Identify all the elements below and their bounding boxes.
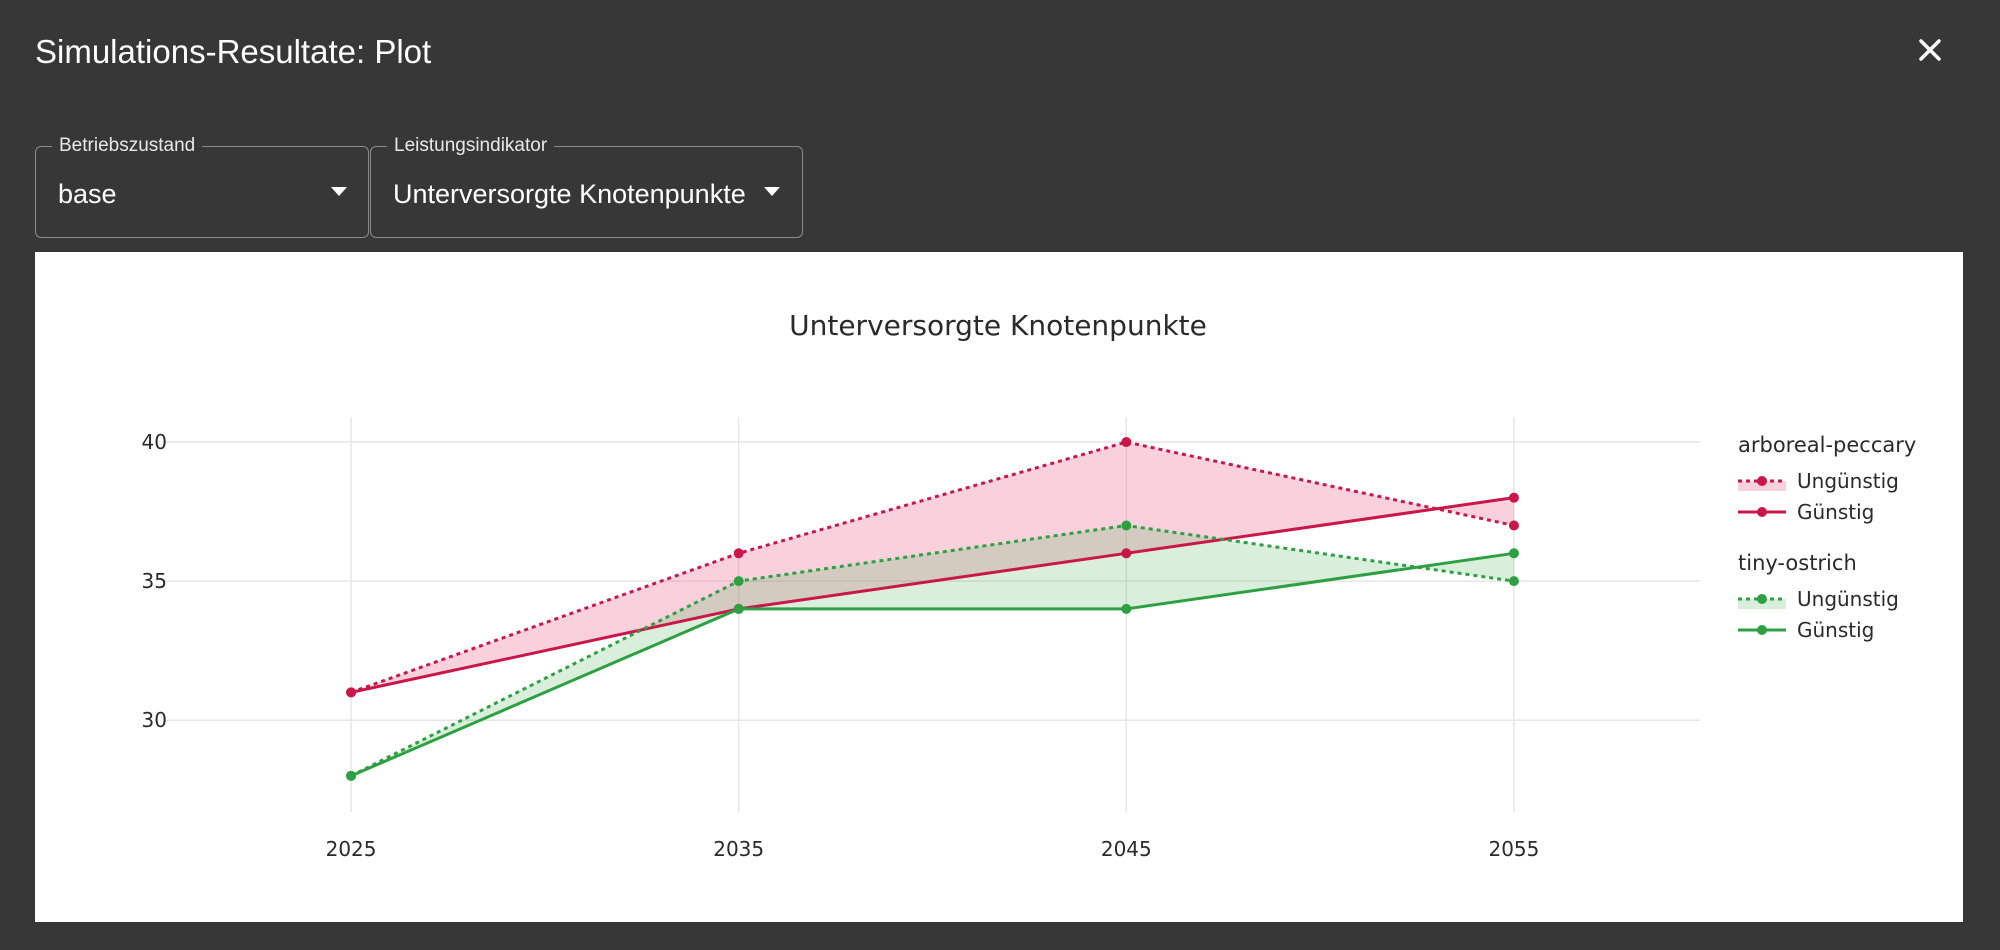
indicator-label: Leistungsindikator — [387, 134, 555, 158]
fill-area-arboreal-peccary — [351, 442, 1514, 693]
chart-title: Unterversorgte Knotenpunkte — [789, 309, 1207, 342]
data-point[interactable] — [1121, 437, 1132, 448]
chart-markers — [346, 437, 1519, 781]
legend-label: Ungünstig — [1797, 587, 1899, 611]
legend-group-title: arboreal-peccary — [1738, 433, 1916, 457]
legend-marker — [1757, 476, 1767, 486]
data-point[interactable] — [1508, 520, 1519, 531]
y-tick-label: 40 — [142, 430, 167, 454]
dropdown-arrow-icon — [764, 187, 780, 196]
legend-item[interactable]: Ungünstig — [1738, 587, 1899, 611]
data-point[interactable] — [1508, 548, 1519, 559]
x-tick-label: 2035 — [713, 837, 764, 861]
chart-fill-areas — [351, 442, 1514, 776]
series-line-tiny-ostrich-guenstig — [350, 551, 1515, 778]
plot-panel: Unterversorgte Knotenpunkte 2025 2035 2045… — [35, 252, 1963, 922]
operating-state-label: Betriebszustand — [52, 134, 203, 158]
series-line-arboreal-peccary-guenstig — [350, 496, 1515, 694]
legend-marker — [1757, 625, 1767, 635]
data-point[interactable] — [733, 603, 744, 614]
legend-group-title: tiny-ostrich — [1738, 551, 1857, 575]
data-point[interactable] — [1121, 548, 1132, 559]
data-point[interactable] — [346, 770, 357, 781]
legend-item[interactable]: Günstig — [1738, 500, 1874, 524]
close-button[interactable] — [1910, 30, 1950, 70]
close-icon — [1919, 39, 1941, 61]
operating-state-select[interactable]: Betriebszustand base — [35, 134, 369, 238]
data-point[interactable] — [1121, 603, 1132, 614]
data-point[interactable] — [1508, 576, 1519, 587]
legend-item[interactable]: Günstig — [1738, 618, 1874, 642]
data-point[interactable] — [1121, 520, 1132, 531]
data-point[interactable] — [346, 687, 357, 698]
dialog-title: Simulations-Resultate: Plot — [35, 33, 432, 70]
y-tick-label: 35 — [142, 569, 167, 593]
data-point[interactable] — [733, 576, 744, 587]
x-tick-label: 2025 — [326, 837, 377, 861]
legend-marker — [1757, 507, 1767, 517]
chart-grid — [165, 417, 1700, 812]
chart-legend: arboreal-peccary Ungünstig Günstig tiny-ost… — [1738, 433, 1916, 642]
indicator-value: Unterversorgte Knotenpunkte — [393, 179, 746, 209]
legend-label: Günstig — [1797, 618, 1874, 642]
legend-label: Günstig — [1797, 500, 1874, 524]
data-point[interactable] — [733, 548, 744, 559]
legend-label: Ungünstig — [1797, 469, 1899, 493]
legend-item[interactable]: Ungünstig — [1738, 469, 1899, 493]
indicator-select[interactable]: Leistungsindikator Unterversorgte Knoten… — [370, 134, 803, 238]
legend-marker — [1757, 594, 1767, 604]
x-tick-label: 2045 — [1101, 837, 1152, 861]
x-tick-label: 2055 — [1488, 837, 1539, 861]
data-point[interactable] — [1508, 492, 1519, 503]
fill-area-tiny-ostrich — [351, 525, 1514, 776]
operating-state-value: base — [58, 179, 117, 209]
y-tick-label: 30 — [142, 708, 167, 732]
chart-series-lines — [350, 440, 1515, 778]
series-line-tiny-ostrich-unguenstig — [350, 523, 1515, 778]
line-chart[interactable]: Unterversorgte Knotenpunkte 2025 2035 2045… — [35, 252, 1963, 922]
dropdown-arrow-icon — [331, 187, 347, 196]
chart-axes: 2025 2035 2045 2055 30 35 40 — [142, 430, 1540, 861]
